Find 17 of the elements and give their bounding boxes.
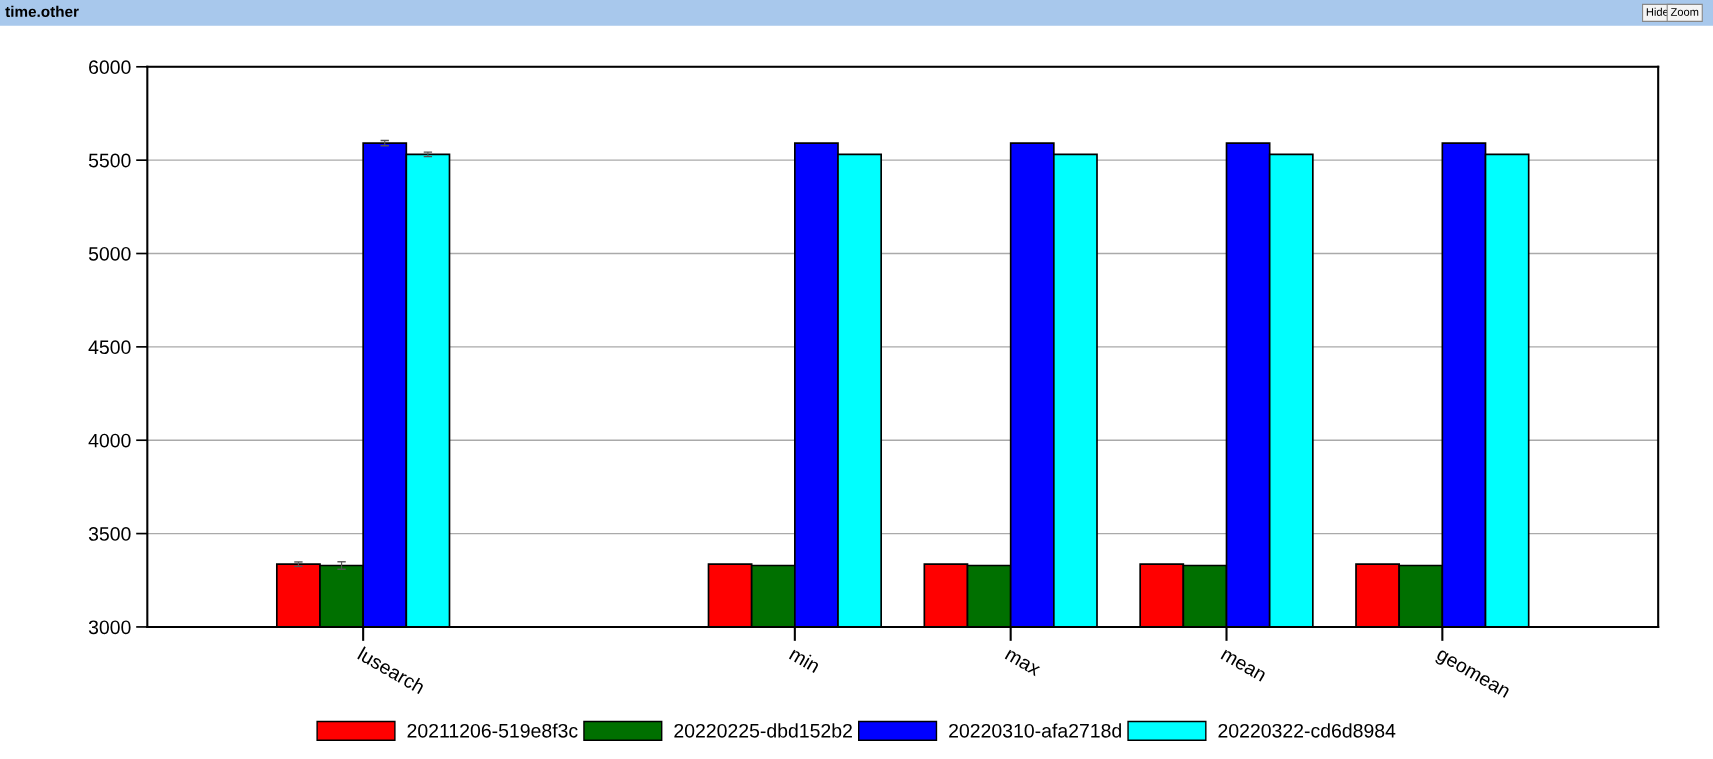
y-tick-label: 4000 [88,433,131,448]
y-tick-label: 3500 [88,527,131,541]
y-tick-label: 5500 [88,153,131,168]
y-tick-label: 4500 [88,340,131,355]
x-tick-label: max [1004,649,1041,677]
y-tick-label: 5000 [88,246,131,261]
chart-title: time.other [5,5,79,17]
legend-label: 20220225-dbd152b2 [674,723,852,738]
text: Zoom [1670,8,1699,16]
y-tick-label: 3000 [88,620,131,635]
x-tick-label: mean [1220,649,1266,682]
y-tick-label: 6000 [89,60,131,75]
text: Hide [1646,7,1669,16]
legend-label: 20220310-afa2718d [949,723,1121,738]
legend-label: 20211206-519e8f3c [407,723,578,738]
legend-label: 20220322-cd6d8984 [1218,723,1396,738]
x-tick-label: min [788,646,821,673]
